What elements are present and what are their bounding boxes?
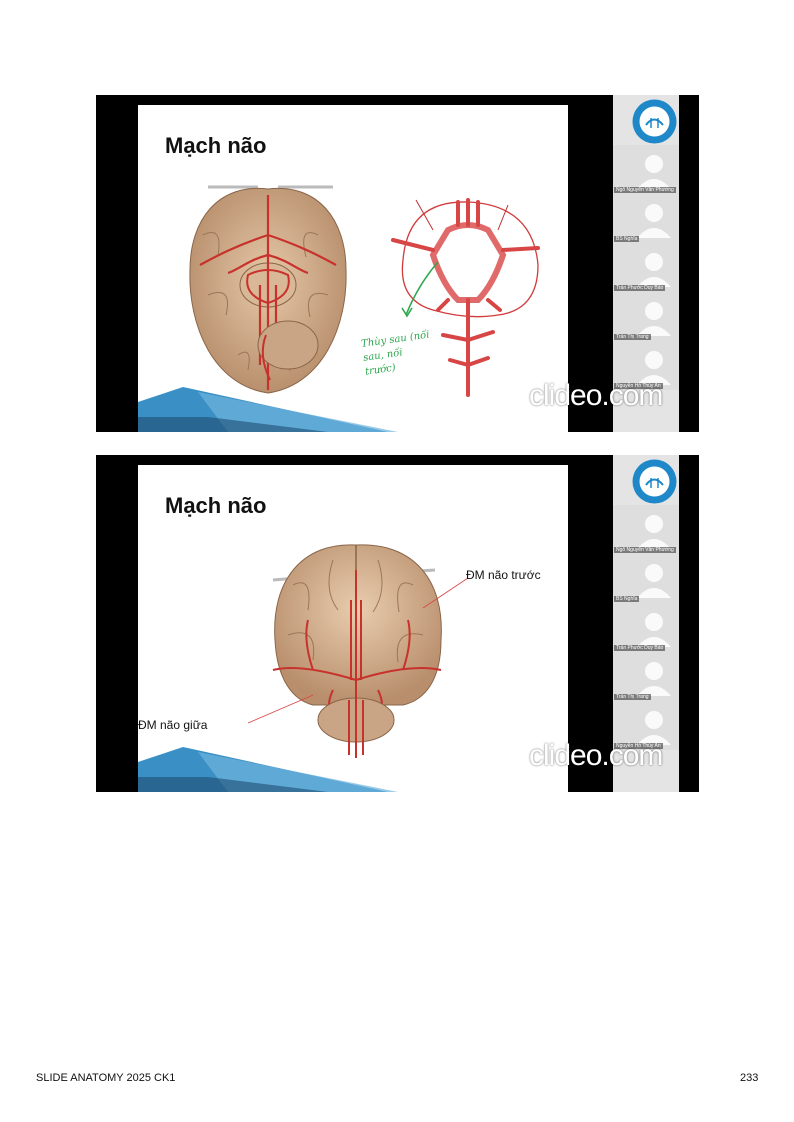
participant-tile[interactable]: Ngô Nguyễn Văn Phương	[613, 145, 679, 194]
participant-tile[interactable]: BS Nghĩa	[613, 194, 679, 243]
avatar-icon	[637, 204, 671, 238]
slide-2: Mạch não ĐM não trước ĐM não giữa	[138, 465, 568, 792]
participant-name: BS Nghĩa	[614, 596, 640, 602]
avatar-icon	[637, 711, 671, 745]
slide-frame-1: Mạch não Thùy sa	[96, 95, 699, 432]
avatar-icon	[637, 662, 671, 696]
participant-tile[interactable]: Trần Thị Trang	[613, 292, 679, 341]
avatar-icon	[637, 155, 671, 189]
university-logo-icon	[632, 99, 677, 144]
avatar-icon	[637, 351, 671, 385]
avatar-icon	[637, 564, 671, 598]
participant-name: Ngô Nguyễn Văn Phương	[614, 547, 676, 553]
participant-tile[interactable]: Trần Phước Duy Bảo	[613, 603, 679, 652]
participant-tile[interactable]: Ngô Nguyễn Văn Phương	[613, 505, 679, 554]
label-pointer-lines	[247, 577, 469, 724]
slide-decoration-wedge	[138, 387, 398, 432]
footer-document-title: SLIDE ANATOMY 2025 CK1	[36, 1072, 176, 1084]
participant-sidebar: Ngô Nguyễn Văn Phương BS Nghĩa Trần Phướ…	[613, 455, 679, 792]
participant-name: Trần Phước Duy Bảo	[614, 285, 666, 291]
participant-tile[interactable]: Trần Phước Duy Bảo	[613, 243, 679, 292]
slide-decoration-wedge	[138, 747, 398, 792]
avatar-icon	[637, 515, 671, 549]
circle-of-willis-sketch	[391, 198, 540, 397]
participant-tile[interactable]: Nguyễn Hồ Thùy An	[613, 701, 679, 750]
footer-page-number: 233	[740, 1072, 759, 1084]
label-anterior-cerebral-artery: ĐM não trước	[466, 568, 541, 582]
avatar-icon	[637, 253, 671, 287]
participant-tile[interactable]: BS Nghĩa	[613, 554, 679, 603]
label-middle-cerebral-artery: ĐM não giữa	[138, 718, 208, 732]
brain-anterior-illustration	[272, 544, 442, 758]
participant-name: Nguyễn Hồ Thùy An	[614, 743, 663, 749]
participant-tile[interactable]: Trần Thị Trang	[613, 652, 679, 701]
slide-1: Mạch não Thùy sa	[138, 105, 568, 432]
participant-name: Ngô Nguyễn Văn Phương	[614, 187, 676, 193]
participant-sidebar: Ngô Nguyễn Văn Phương BS Nghĩa Trần Phướ…	[613, 95, 679, 432]
participant-name: Trần Phước Duy Bảo	[614, 645, 666, 651]
watermark: clideo.com	[529, 379, 663, 412]
participant-name: Trần Thị Trang	[614, 334, 651, 340]
slide-frame-2: Mạch não ĐM não trước ĐM não giữa	[96, 455, 699, 792]
frame-edge	[679, 95, 699, 432]
slide-title: Mạch não	[165, 133, 267, 158]
frame-edge	[679, 455, 699, 792]
university-logo-icon	[632, 459, 677, 504]
brain-inferior-illustration	[189, 185, 347, 394]
slide-title: Mạch não	[165, 493, 267, 518]
watermark: clideo.com	[529, 739, 663, 772]
participant-name: BS Nghĩa	[614, 236, 640, 242]
participant-name: Trần Thị Trang	[614, 694, 651, 700]
participant-tile[interactable]: Nguyễn Hồ Thùy An	[613, 341, 679, 390]
avatar-icon	[637, 302, 671, 336]
participant-name: Nguyễn Hồ Thùy An	[614, 383, 663, 389]
avatar-icon	[637, 613, 671, 647]
